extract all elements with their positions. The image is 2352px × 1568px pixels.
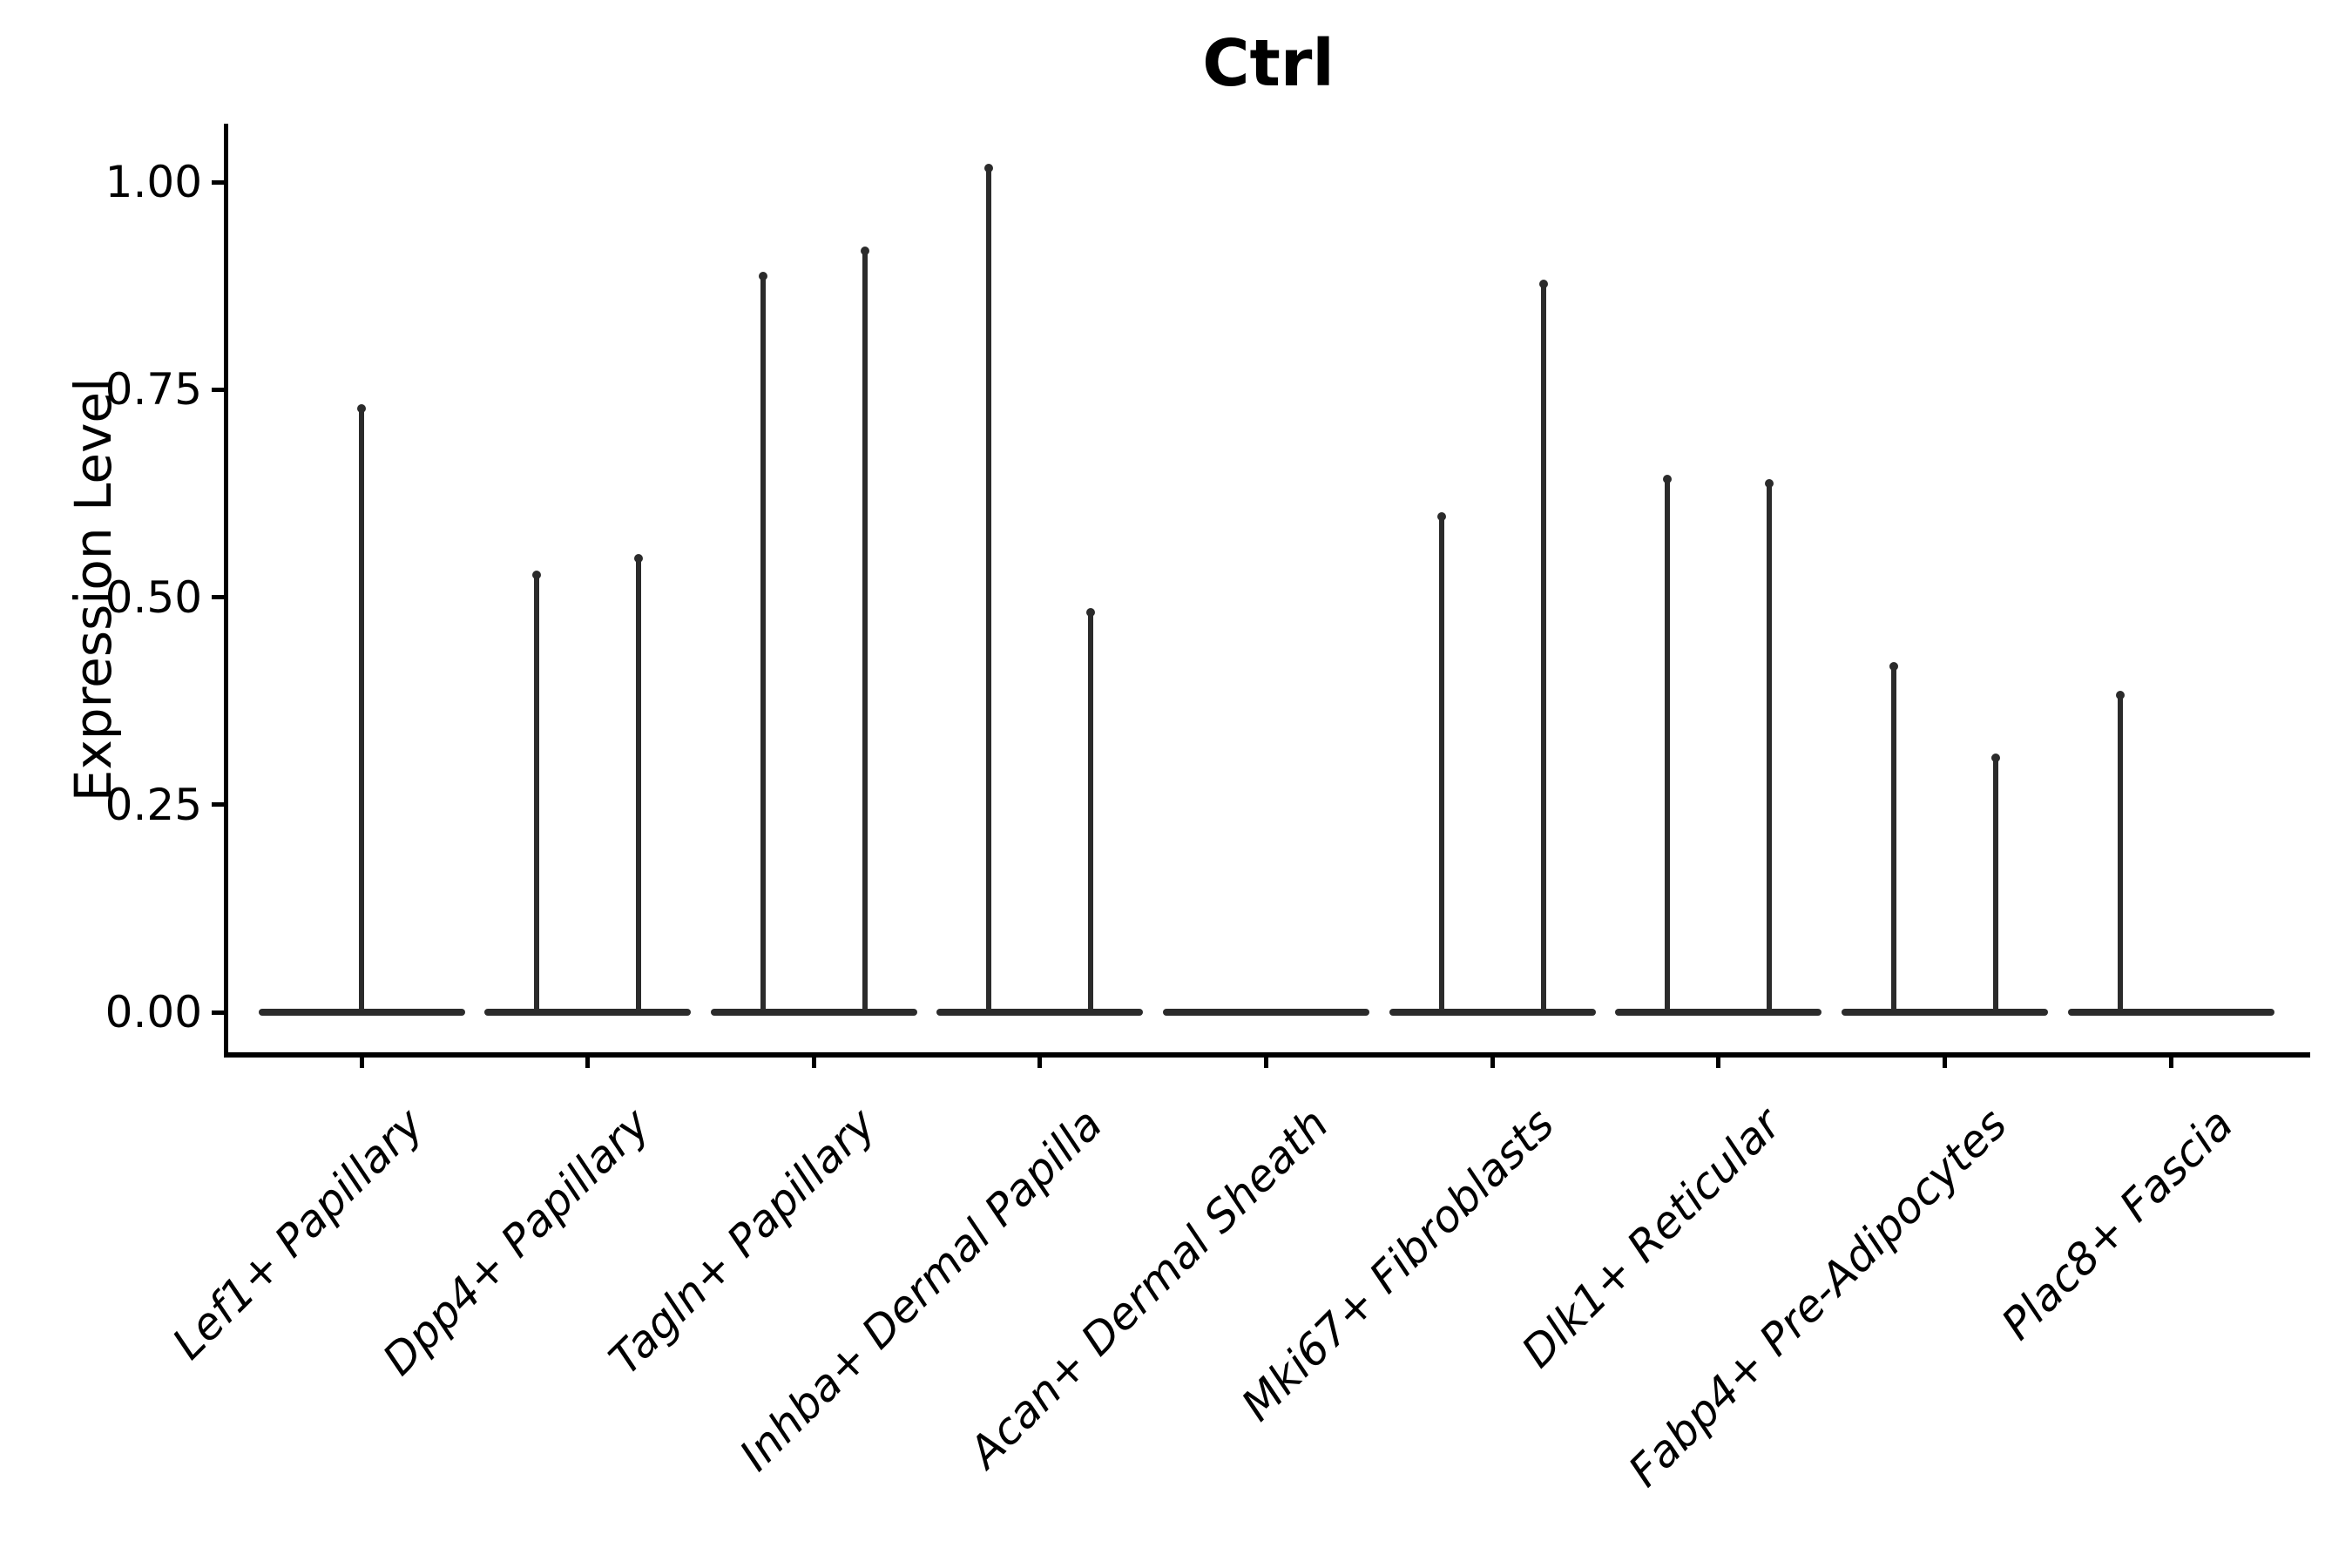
violin-needle [359, 406, 364, 1012]
x-tick-label: Lef1+ Papillary [163, 1098, 434, 1369]
plot-title: Ctrl [1202, 26, 1335, 101]
violin-needle [1992, 754, 1998, 1012]
y-tick-label: 0.50 [105, 571, 202, 623]
y-tick-mark [212, 595, 226, 599]
violin-needle [862, 248, 868, 1012]
x-tick-mark [2168, 1052, 2173, 1068]
violin-needle-cap [1436, 512, 1446, 522]
violin-base [484, 1009, 692, 1016]
violin-base [2067, 1009, 2274, 1016]
y-tick-mark [212, 802, 226, 808]
x-tick-mark [359, 1052, 364, 1068]
y-tick-mark [212, 179, 226, 185]
violin-needle-cap [984, 163, 994, 172]
violin-needle [2117, 693, 2123, 1012]
violin-base [1615, 1009, 1822, 1016]
violin-base [710, 1009, 917, 1016]
violin-needle-cap [532, 570, 542, 579]
violin-needle [534, 571, 540, 1012]
y-tick-label: 0.75 [105, 364, 202, 416]
y-tick-mark [212, 387, 226, 392]
violin-needle [1665, 476, 1671, 1012]
violin-needle-cap [1990, 753, 2000, 762]
violin-base [936, 1009, 1144, 1016]
x-tick-label: Plac8+ Fascia [1991, 1098, 2243, 1350]
y-axis-line [224, 124, 228, 1057]
x-tick-label: Acan+ Dermal Sheath [959, 1098, 1338, 1478]
violin-needle-cap [634, 553, 644, 563]
x-tick-mark [811, 1052, 816, 1068]
violin-needle [1438, 514, 1444, 1012]
violin-needle [760, 273, 766, 1012]
violin-needle-cap [1663, 475, 1673, 484]
violin-needle-cap [758, 271, 767, 280]
x-tick-mark [1490, 1052, 1495, 1068]
x-tick-label: Fabp4+ Pre-Adipocytes [1619, 1098, 2017, 1497]
y-tick-mark [212, 1010, 226, 1015]
y-tick-label: 0.00 [105, 987, 202, 1037]
violin-needle [986, 165, 992, 1012]
violin-needle [1767, 481, 1773, 1012]
violin-needle-cap [2115, 691, 2125, 700]
x-tick-mark [585, 1052, 591, 1068]
violin-needle-cap [1538, 280, 1548, 289]
violin-base [1389, 1009, 1596, 1016]
violin-base [1841, 1009, 2048, 1016]
violin-base [258, 1009, 465, 1016]
y-tick-label: 1.00 [105, 157, 202, 207]
x-tick-label: Inhba+ Dermal Papilla [729, 1098, 1112, 1481]
violin-needle [636, 555, 642, 1012]
x-tick-mark [1942, 1052, 1947, 1068]
violin-needle [1540, 281, 1546, 1012]
x-tick-mark [1716, 1052, 1721, 1068]
violin-needle-cap [1086, 607, 1096, 617]
violin-needle [1088, 609, 1094, 1012]
x-tick-mark [1264, 1052, 1269, 1068]
violin-needle-cap [357, 404, 366, 414]
y-tick-label: 0.25 [105, 779, 202, 830]
violin-needle-cap [860, 247, 869, 256]
violin-needle [1891, 663, 1896, 1012]
violin-needle-cap [1765, 479, 1774, 489]
x-tick-mark [1037, 1052, 1043, 1068]
violin-needle-cap [1889, 661, 1898, 671]
violin-base [1163, 1009, 1370, 1016]
